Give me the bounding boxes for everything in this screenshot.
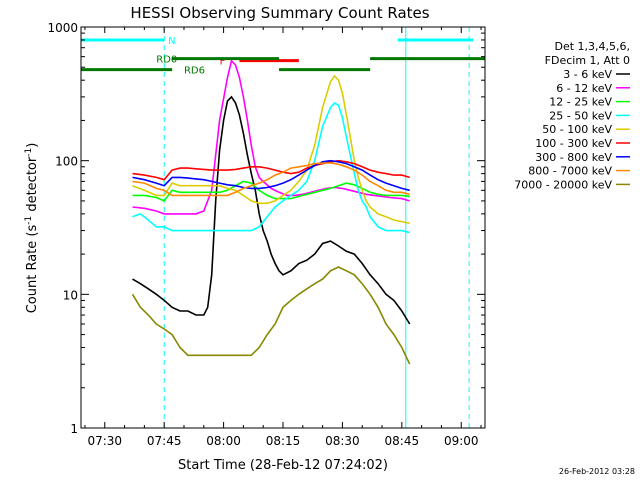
legend-label-7: 800 - 7000 keV bbox=[528, 165, 612, 178]
x-axis: 07:30 07:45 08:00 08:15 08:30 08:45 09:00 bbox=[84, 27, 482, 448]
x-tick-label-4: 08:30 bbox=[325, 434, 360, 448]
legend-header-1: Det 1,3,4,5,6, bbox=[554, 40, 630, 53]
x-tick-label-5: 08:45 bbox=[385, 434, 420, 448]
x-tick-label-6: 09:00 bbox=[444, 434, 479, 448]
legend-label-2: 12 - 25 keV bbox=[549, 96, 612, 109]
annotation-label-1: F bbox=[220, 57, 226, 68]
series-line-4 bbox=[132, 74, 410, 225]
annotation-label-2: RD0 bbox=[156, 55, 177, 66]
series-line-8 bbox=[131, 266, 411, 365]
legend-header-2: FDecim 1, Att 0 bbox=[545, 54, 630, 67]
series-line-2 bbox=[132, 180, 410, 202]
series-line-6 bbox=[132, 159, 410, 192]
series-line-5 bbox=[132, 159, 410, 181]
legend-label-3: 25 - 50 keV bbox=[549, 109, 612, 122]
series-line-7 bbox=[132, 162, 410, 197]
annotation-label-0: N bbox=[168, 36, 175, 47]
legend-label-4: 50 - 100 keV bbox=[542, 123, 612, 136]
x-axis-label: Start Time (28-Feb-12 07:24:02) bbox=[178, 458, 388, 473]
series-line-3 bbox=[132, 101, 410, 234]
legend-label-6: 300 - 800 keV bbox=[535, 151, 612, 164]
series-line-1 bbox=[132, 59, 410, 215]
y-tick-label-3: 1000 bbox=[47, 21, 78, 35]
footer-timestamp: 26-Feb-2012 03:28 bbox=[559, 467, 635, 476]
y-axis: 1 10 100 1000 bbox=[47, 21, 485, 436]
y-axis-label: Count Rate (s-1 detector-1) bbox=[24, 143, 40, 314]
legend-label-5: 100 - 300 keV bbox=[535, 137, 612, 150]
legend: Det 1,3,4,5,6, FDecim 1, Att 0 3 - 6 keV… bbox=[514, 40, 630, 191]
annotation-label-3: RD6 bbox=[184, 66, 205, 77]
x-tick-label-3: 08:15 bbox=[266, 434, 301, 448]
x-tick-label-0: 07:30 bbox=[87, 434, 122, 448]
chart-title: HESSI Observing Summary Count Rates bbox=[130, 4, 429, 22]
x-tick-label-1: 07:45 bbox=[147, 434, 182, 448]
legend-label-1: 6 - 12 keV bbox=[556, 82, 612, 95]
x-tick-label-2: 08:00 bbox=[206, 434, 241, 448]
y-tick-label-2: 100 bbox=[55, 155, 78, 169]
legend-label-8: 7000 - 20000 keV bbox=[514, 178, 612, 191]
legend-label-0: 3 - 6 keV bbox=[563, 68, 612, 81]
y-tick-label-0: 1 bbox=[70, 422, 78, 436]
y-tick-label-1: 10 bbox=[63, 288, 78, 302]
